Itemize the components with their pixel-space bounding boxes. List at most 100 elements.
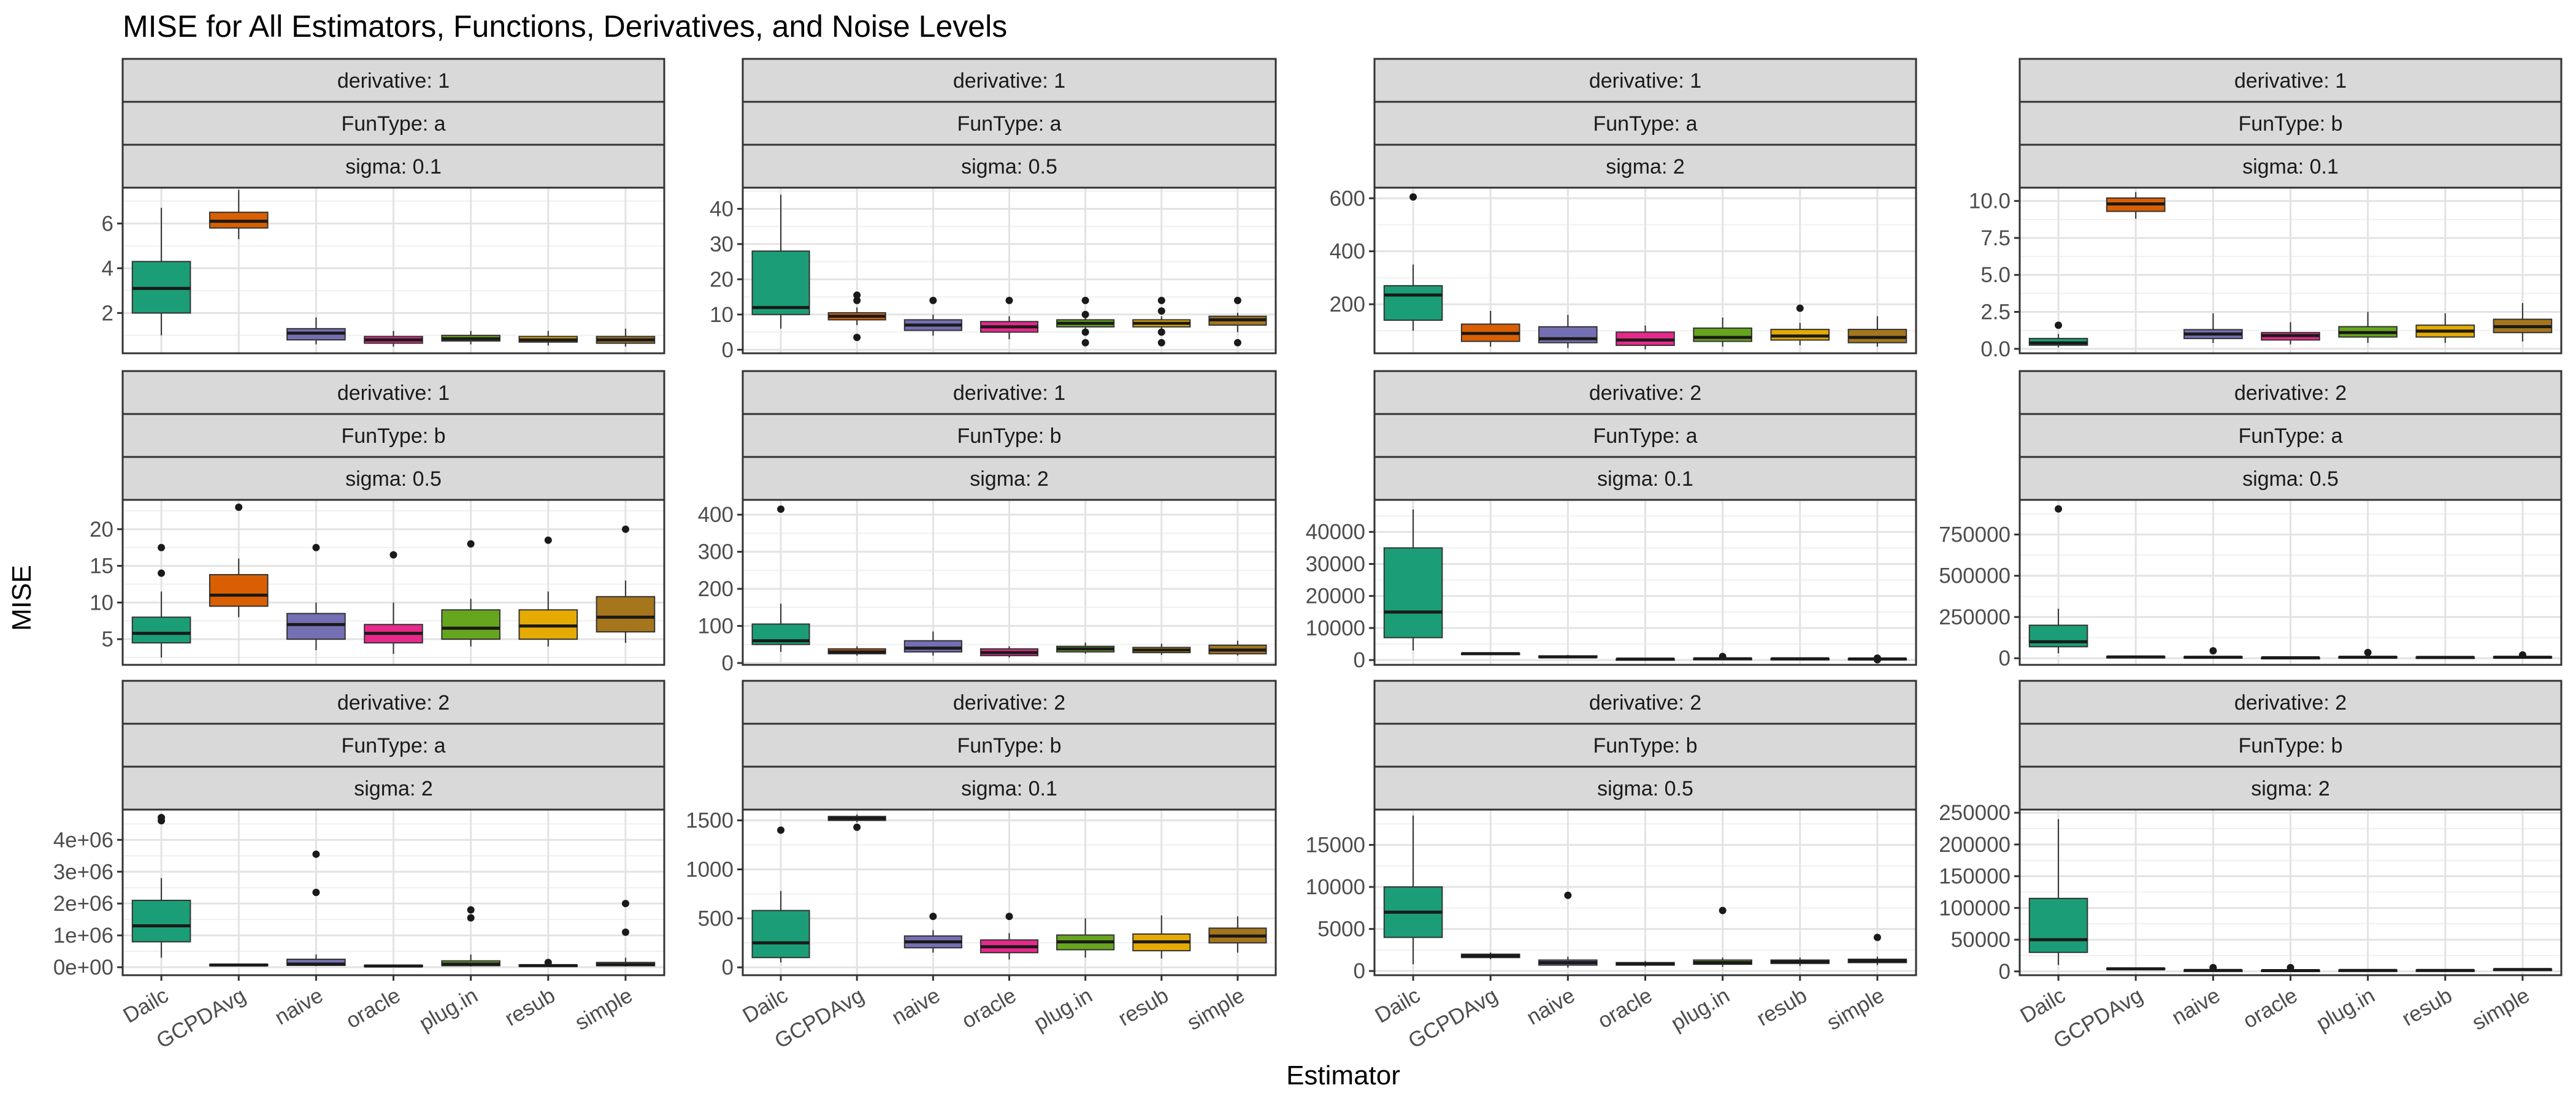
facet-strip-label: sigma: 2 (354, 777, 433, 800)
panel-border (2018, 499, 2563, 666)
box-iqr (1383, 547, 1443, 638)
facet-strip-label: derivative: 2 (2234, 691, 2347, 715)
facet-strip (2018, 370, 2563, 415)
y-axis-title: MISE (7, 565, 37, 631)
facet-strip (2018, 144, 2563, 189)
y-tick-label: 0 (1999, 646, 2011, 670)
facet-panel: derivative: 1 FunType: a sigma: 2 200 400 600 (1330, 58, 1917, 355)
outlier-point (2055, 321, 2063, 329)
x-tick-label: oracle (342, 983, 404, 1033)
y-tick-label: 0 (1999, 960, 2011, 984)
x-tick-label: Dailc (2016, 983, 2069, 1028)
facet-panel: derivative: 1 FunType: b sigma: 0.1 0.0 2.5 5… (1969, 58, 2563, 361)
facet-strip-label: derivative: 1 (2234, 69, 2347, 93)
panel-border (742, 499, 1277, 666)
y-tick-label: 1000 (686, 857, 734, 881)
facet-strip-label: FunType: a (341, 112, 445, 136)
y-tick-label: 0 (1354, 648, 1365, 672)
outlier-point (853, 296, 861, 304)
outlier-point (621, 900, 629, 908)
facet-strip-label: sigma: 2 (970, 467, 1049, 491)
facet-strip-label: sigma: 0.1 (1597, 467, 1693, 491)
facet-strip (121, 723, 665, 768)
facet-panel: derivative: 2 FunType: a sigma: 2 0e+00 1e+0… (53, 680, 665, 1053)
facet-strip (1373, 144, 1917, 189)
y-tick-label: 20 (90, 518, 113, 542)
facet-strip-label: FunType: a (1593, 424, 1697, 448)
x-axis-title: Estimator (1286, 1060, 1400, 1091)
y-tick-label: 4e+06 (53, 828, 113, 852)
facet-strip (2018, 456, 2563, 501)
facet-panel: derivative: 1 FunType: b sigma: 2 0 100 200 30… (698, 370, 1277, 675)
y-tick-label: 2.5 (1980, 301, 2011, 324)
y-tick-label: 200 (1330, 293, 1365, 316)
facet-strip (742, 413, 1277, 458)
box-iqr (1538, 326, 1598, 343)
outlier-point (1081, 328, 1089, 336)
box-iqr (131, 616, 191, 644)
y-tick-label: 1e+06 (53, 924, 113, 948)
outlier-point (1564, 891, 1572, 899)
y-tick-label: 400 (698, 503, 734, 527)
facet-strip (121, 101, 665, 146)
outlier-point (1796, 304, 1804, 312)
outlier-point (312, 889, 320, 896)
panel-border (121, 499, 665, 666)
y-tick-label: 40 (710, 197, 734, 221)
facet-strip-label: sigma: 0.1 (2242, 155, 2339, 178)
y-tick-label: 400 (1330, 240, 1365, 264)
y-tick-label: 10 (90, 591, 113, 615)
facet-strip-label: sigma: 0.5 (1597, 777, 1693, 800)
y-tick-label: 10000 (1306, 875, 1365, 899)
panel-border (2018, 186, 2563, 355)
outlier-point (158, 817, 166, 825)
y-tick-label: 500000 (1939, 564, 2011, 588)
outlier-point (467, 906, 475, 914)
facet-strip-label: FunType: b (957, 734, 1061, 757)
y-tick-label: 6 (102, 212, 113, 236)
facet-panel: derivative: 2 FunType: b sigma: 0.5 0 5000 10… (1306, 680, 1917, 1053)
outlier-point (312, 850, 320, 858)
outlier-point (2364, 648, 2372, 656)
box-iqr (1693, 327, 1752, 342)
y-tick-label: 2 (102, 301, 113, 325)
facet-strip-label: derivative: 1 (1589, 69, 1701, 93)
y-tick-label: 250000 (1939, 605, 2011, 629)
facet-strip-label: derivative: 2 (953, 691, 1065, 715)
x-tick-label: simple (1183, 983, 1249, 1035)
outlier-point (1719, 653, 1727, 661)
x-tick-label: Dailc (119, 983, 172, 1028)
facet-strip (742, 765, 1277, 811)
facet-strip-label: derivative: 2 (1589, 381, 1701, 405)
outlier-point (853, 334, 861, 342)
facet-strip-label: derivative: 1 (953, 381, 1065, 405)
box-iqr (903, 640, 962, 653)
y-tick-label: 10 (710, 303, 734, 327)
facet-strip-label: FunType: b (341, 424, 445, 448)
outlier-point (929, 296, 937, 304)
outlier-point (544, 536, 552, 544)
outlier-point (2055, 505, 2063, 513)
facet-strip (121, 456, 665, 501)
outlier-point (1005, 913, 1013, 921)
y-tick-label: 5 (102, 627, 113, 651)
outlier-point (467, 914, 475, 922)
outlier-point (2287, 964, 2294, 972)
facet-strip (1373, 456, 1917, 501)
outlier-point (1719, 907, 1727, 914)
y-tick-label: 3e+06 (53, 860, 113, 884)
x-tick-label: oracle (2239, 983, 2301, 1033)
facet-strip-label: sigma: 0.5 (961, 155, 1057, 178)
facet-strip (2018, 680, 2563, 725)
outlier-point (1233, 296, 1241, 304)
y-tick-label: 0 (1354, 959, 1365, 983)
x-tick-label: Dailc (1371, 983, 1424, 1028)
y-tick-label: 5000 (1317, 918, 1365, 941)
y-tick-label: 0 (722, 956, 734, 979)
facet-strip (1373, 101, 1917, 146)
facet-strip (1373, 765, 1917, 811)
y-tick-label: 5.0 (1980, 263, 2011, 287)
y-tick-label: 15000 (1306, 834, 1365, 857)
facet-strip-label: FunType: a (2238, 424, 2342, 448)
facet-strip-label: derivative: 2 (337, 691, 450, 715)
